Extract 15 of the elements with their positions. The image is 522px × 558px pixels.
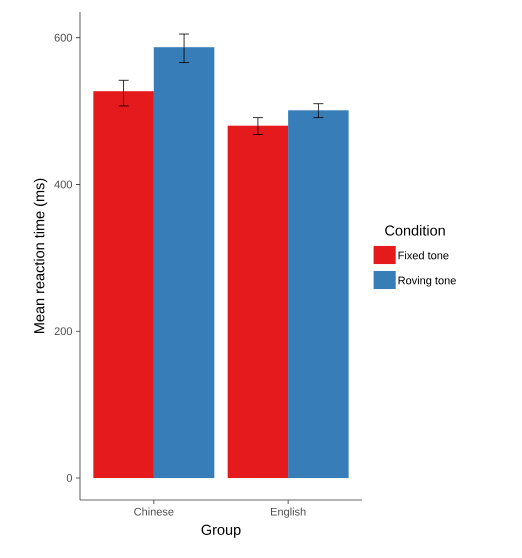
y-axis-title: Mean reaction time (ms) [34, 178, 48, 333]
bar [154, 47, 214, 478]
x-tick-label: Chinese [134, 508, 174, 516]
legend-title: Condition [385, 224, 445, 236]
x-axis-title: Group [202, 524, 241, 538]
y-tick-label: 600 [54, 34, 72, 42]
legend-label: Roving tone [398, 276, 456, 287]
bar [93, 91, 154, 478]
y-tick-label: 200 [54, 327, 72, 336]
bar [228, 126, 288, 478]
x-tick-label: English [271, 508, 306, 518]
bar [288, 110, 349, 478]
legend-label: Fixed tone [398, 251, 449, 260]
y-tick-label: 400 [54, 180, 72, 188]
y-tick-label: 0 [66, 474, 72, 482]
